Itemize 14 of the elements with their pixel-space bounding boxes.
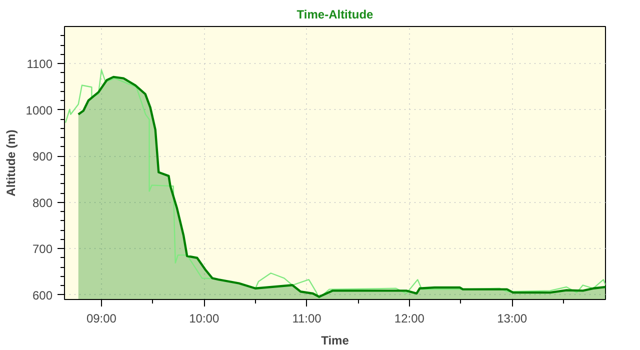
x-tick-label: 11:00	[292, 312, 322, 326]
y-axis-title: Altitude (m)	[4, 130, 18, 196]
y-tick-label: 1100	[26, 57, 53, 72]
y-tick-label: 700	[32, 242, 53, 256]
y-tick-label: 900	[32, 150, 53, 164]
y-tick-label: 1000	[26, 103, 53, 118]
x-axis-title: Time	[321, 334, 350, 348]
x-tick-label: 12:00	[394, 312, 425, 326]
y-tick-label: 800	[32, 196, 53, 210]
y-tick-label: 600	[32, 288, 53, 302]
x-tick-label: 09:00	[86, 312, 117, 326]
chart-title: Time-Altitude	[296, 8, 374, 22]
x-tick-label: 10:00	[189, 312, 220, 326]
x-tick-label: 13:00	[497, 312, 528, 326]
